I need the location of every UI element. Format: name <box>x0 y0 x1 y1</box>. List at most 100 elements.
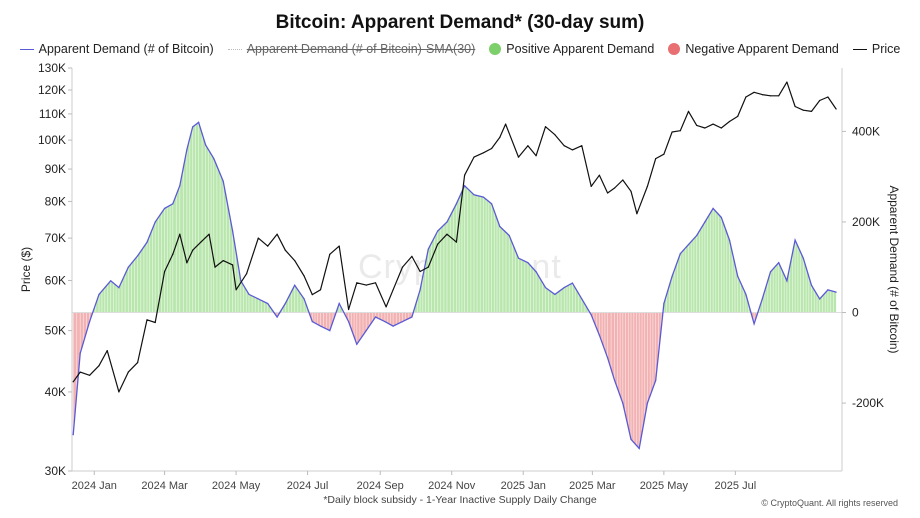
left-tick-label: 110K <box>39 107 66 121</box>
negative-demand-area <box>73 312 758 449</box>
demand-point <box>303 298 305 300</box>
price-point <box>89 374 91 376</box>
demand-point <box>232 230 234 232</box>
price-point <box>473 156 475 158</box>
demand-point <box>401 321 404 323</box>
price-point <box>106 350 108 352</box>
legend-item[interactable]: Price <box>852 42 901 56</box>
demand-point <box>72 434 74 436</box>
price-point <box>761 94 763 96</box>
demand-point <box>473 194 475 196</box>
demand-point <box>508 234 510 237</box>
price-point <box>581 145 583 147</box>
demand-point <box>338 302 340 305</box>
price-point <box>636 213 638 215</box>
demand-point <box>704 221 706 223</box>
left-tick-label: 120K <box>38 83 66 97</box>
demand-point <box>630 438 632 440</box>
legend-item[interactable]: Negative Apparent Demand <box>668 42 839 56</box>
x-tick-label: 2024 Jul <box>287 480 329 492</box>
demand-point <box>671 275 673 277</box>
chart-legend: Apparent Demand (# of Bitcoin) Apparent D… <box>0 42 920 56</box>
price-point <box>154 321 156 324</box>
demand-point <box>248 293 250 295</box>
x-tick-label: 2024 Nov <box>428 480 476 492</box>
price-point <box>446 233 448 235</box>
right-tick-label: 200K <box>852 215 880 229</box>
left-tick-label: 130K <box>38 61 66 75</box>
demand-series-line <box>72 121 837 450</box>
price-point <box>598 174 601 176</box>
demand-points <box>72 121 837 449</box>
price-point <box>794 105 796 108</box>
legend-swatch <box>19 48 34 50</box>
price-point <box>411 255 413 257</box>
price-point <box>164 270 166 273</box>
demand-point <box>392 325 394 327</box>
legend-item[interactable]: Positive Apparent Demand <box>489 42 654 56</box>
demand-point <box>137 255 139 257</box>
legend-swatch <box>668 43 681 55</box>
legend-swatch <box>489 43 502 55</box>
demand-point <box>535 271 537 273</box>
demand-point <box>311 321 313 323</box>
demand-point <box>769 271 772 273</box>
price-point <box>527 145 529 147</box>
price-point <box>835 108 837 110</box>
price-point <box>118 391 120 393</box>
right-tick-label: 400K <box>852 124 880 138</box>
price-point <box>329 253 331 255</box>
price-point <box>276 233 278 235</box>
y-right-axis-title: Apparent Demand (# of Bitcoin) <box>887 185 901 353</box>
demand-point <box>356 343 358 345</box>
price-point <box>419 270 421 273</box>
price-point <box>385 306 387 308</box>
price-point <box>622 179 624 181</box>
y-left-axis-title: Price ($) <box>19 247 33 292</box>
demand-point <box>186 148 188 151</box>
demand-bars <box>72 122 834 449</box>
legend-label: Apparent Demand (# of Bitcoin) <box>38 42 214 56</box>
demand-point <box>646 402 649 404</box>
demand-point <box>284 302 286 305</box>
price-point <box>590 185 592 187</box>
demand-point <box>205 144 207 146</box>
demand-point <box>679 253 681 255</box>
price-point <box>614 187 616 189</box>
price-point <box>455 241 457 243</box>
demand-point <box>827 289 829 291</box>
legend-label: Negative Apparent Demand <box>685 42 839 56</box>
legend-label: Price <box>871 42 901 56</box>
demand-point <box>198 121 200 123</box>
demand-point <box>786 280 788 282</box>
price-point <box>728 120 731 123</box>
demand-point <box>455 203 457 205</box>
price-point <box>235 289 237 291</box>
price-point <box>72 381 74 383</box>
price-point <box>267 245 269 247</box>
legend-item[interactable]: Apparent Demand (# of Bitcoin) <box>19 42 214 56</box>
left-tick-label: 80K <box>45 194 66 208</box>
price-point <box>482 152 484 154</box>
demand-point <box>778 262 780 264</box>
x-tick-label: 2025 May <box>640 480 689 492</box>
x-tick-label: 2025 Jan <box>501 480 546 492</box>
price-point <box>819 99 821 102</box>
demand-point <box>517 257 520 259</box>
price-point <box>646 185 649 187</box>
demand-point <box>810 284 813 286</box>
legend-item[interactable]: Apparent Demand (# of Bitcoin)-SMA(30) <box>227 42 475 56</box>
price-point <box>214 266 216 268</box>
price-point <box>200 241 202 243</box>
x-tick-label: 2024 May <box>212 480 261 492</box>
demand-point <box>192 126 194 128</box>
price-point <box>753 91 755 93</box>
price-point <box>671 131 673 133</box>
demand-point <box>590 314 592 316</box>
demand-point <box>172 203 174 205</box>
demand-point <box>696 234 698 237</box>
price-point <box>192 249 194 251</box>
demand-point <box>753 323 755 325</box>
demand-point <box>79 352 81 354</box>
